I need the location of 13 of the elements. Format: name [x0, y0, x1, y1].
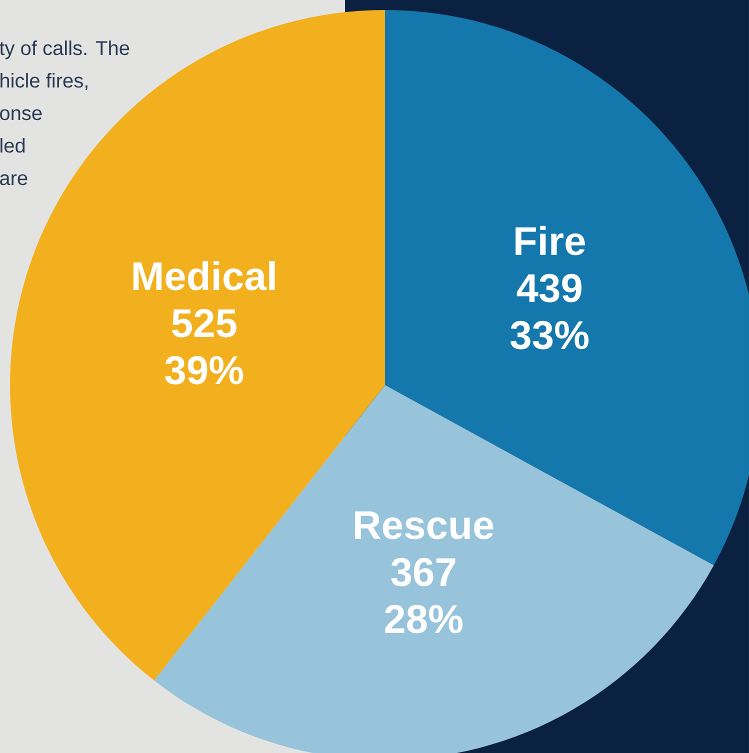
text: 33% — [510, 320, 589, 350]
data-label: 525 — [172, 309, 236, 338]
text: led — [0, 138, 25, 153]
slice-label: Rescue — [355, 511, 494, 540]
text: onse — [0, 109, 42, 120]
text: 28% — [384, 604, 463, 634]
slice-label: Medical — [134, 260, 275, 290]
text: hicle fires, — [0, 73, 88, 90]
text: 39% — [165, 356, 244, 384]
data-label: 367 — [391, 558, 456, 586]
data-label: 439 — [516, 274, 582, 302]
text: are — [0, 174, 28, 186]
slice-label: Fire — [516, 226, 585, 256]
